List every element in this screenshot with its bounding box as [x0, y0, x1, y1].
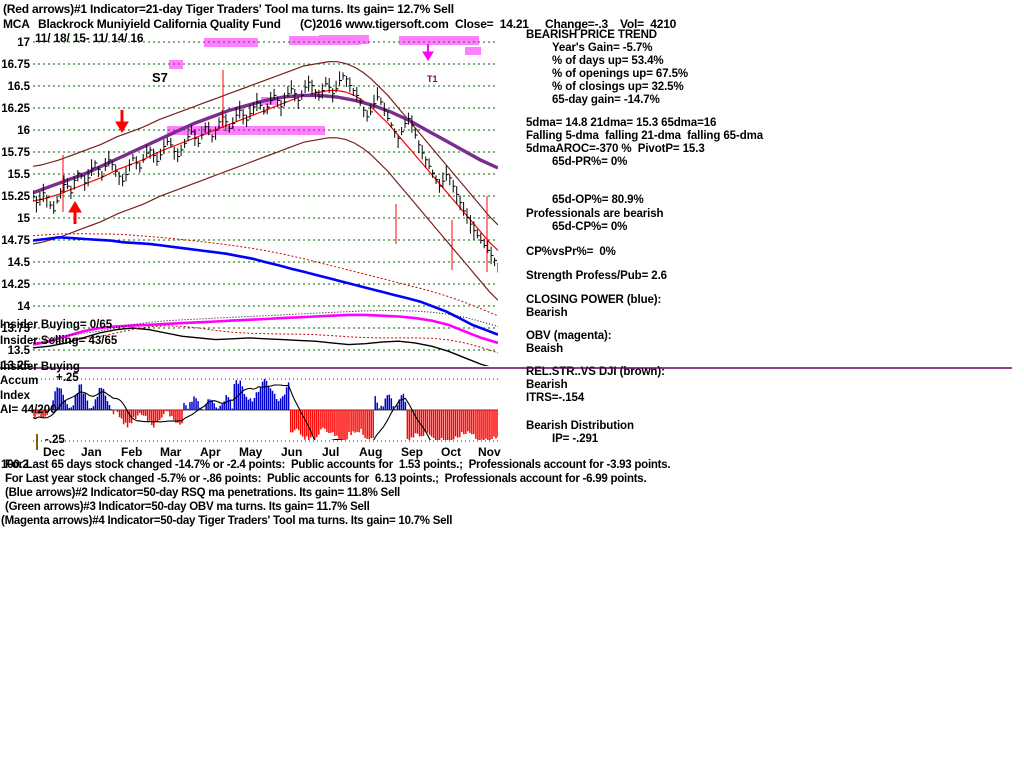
insider-buying-count: Insider Buying= 0/65: [0, 319, 113, 331]
itrs-value: ITRS=-.154: [526, 392, 585, 404]
change-value: Change=-.3: [545, 17, 609, 31]
accum-label-line3: Index: [0, 390, 31, 402]
price-ohlc-bars: [33, 71, 498, 273]
ip-value: IP= -.291: [552, 433, 599, 445]
y-tick: 17: [17, 37, 30, 49]
month-tick: Oct: [441, 445, 462, 459]
month-tick: Apr: [200, 445, 221, 459]
accum-label-line1: Insider Buying: [0, 361, 80, 373]
brown-band-lines: [33, 60, 498, 301]
footer-line-indicator2: (Blue arrows)#2 Indicator=50-day RSQ ma …: [5, 487, 401, 499]
accum-axis-top: +.25: [56, 372, 79, 384]
closing-power-title: CLOSING POWER (blue):: [526, 294, 662, 306]
y-tick: 13.75: [1, 323, 30, 335]
overlap-axis-value: 100.2: [1, 459, 29, 471]
t1-label: T1: [427, 74, 438, 84]
relative-strength-line: [33, 327, 490, 366]
relative-strength-ma: [33, 325, 498, 354]
y-tick: 14: [17, 301, 30, 313]
ma21-red-line: [33, 89, 498, 251]
month-tick: Jun: [281, 445, 303, 459]
insider-selling-count: Insider Selling= 43/65: [0, 335, 118, 347]
y-tick: 16.75: [1, 59, 30, 71]
obv-magenta-line: [33, 313, 498, 346]
accum-index-value: AI= 44/200: [0, 404, 57, 416]
openings-up: % of openings up= 67.5%: [552, 68, 689, 80]
moving-averages: 5dma= 14.8 21dma= 15.3 65dma=16: [526, 117, 717, 129]
trend-title: BEARISH PRICE TREND: [526, 29, 658, 41]
accum-index-bars: [33, 379, 498, 440]
y-tick: 15: [17, 213, 30, 225]
y-tick: 13.25: [1, 360, 30, 372]
distribution-label: Bearish Distribution: [526, 420, 634, 432]
closing-power-value: Bearish: [526, 307, 568, 319]
closing-power-line: [33, 235, 498, 336]
y-tick: 14.5: [7, 257, 30, 269]
footer-line-65days: For Last 65 days stock changed -14.7% or…: [5, 459, 671, 471]
month-tick: May: [239, 445, 263, 459]
footer-line-indicator3: (Green arrows)#3 Indicator=50-day OBV ma…: [5, 501, 370, 513]
obv-ma-line: [33, 310, 498, 341]
ma65-purple-line: [33, 93, 498, 195]
y-tick: 16: [17, 125, 30, 137]
y-tick: 14.25: [1, 279, 30, 291]
company-name: Blackrock Muniyield California Quality F…: [38, 17, 281, 31]
cp-65d: 65d-CP%= 0%: [552, 221, 628, 233]
close-price: Close= 14.21: [455, 17, 529, 31]
red-buy-arrow: [68, 201, 82, 224]
accum-label-line2: Accum: [0, 375, 39, 387]
month-tick: Feb: [121, 445, 143, 459]
aroc-pivot: 5dmaAROC=-370 % PivotP= 15.3: [526, 143, 705, 155]
cp-vs-pr: CP%vsPr%= 0%: [526, 246, 616, 258]
y-tick: 14.75: [1, 235, 30, 247]
y-tick: 15.25: [1, 191, 30, 203]
op-65d: 65d-OP%= 80.9%: [552, 194, 644, 206]
magenta-sell-arrow: [422, 44, 434, 61]
professionals-stance: Professionals are bearish: [526, 208, 664, 220]
volume-value: Vol= 4210: [620, 17, 677, 31]
y-tick: 16.25: [1, 103, 30, 115]
right-info-panel: BEARISH PRICE TREND Year's Gain= -5.7% %…: [522, 29, 1022, 445]
pr-65d: 65d-PR%= 0%: [552, 156, 628, 168]
date-range: 11/ 18/ 15- 11/ 14/ 16: [35, 31, 144, 45]
y-tick: 13.5: [7, 345, 30, 357]
ma-trend: Falling 5-dma falling 21-dma falling 65-…: [526, 130, 764, 142]
red-sell-arrow: [115, 110, 129, 133]
indicator-1-headline: (Red arrows)#1 Indicator=21-day Tiger Tr…: [3, 2, 454, 16]
month-tick: Jul: [322, 445, 340, 459]
month-tick: Nov: [478, 445, 501, 459]
relstr-value: Bearish: [526, 379, 568, 391]
days-up: % of days up= 53.4%: [552, 55, 664, 67]
obv-title: OBV (magenta):: [526, 330, 612, 342]
accum-index-line: [33, 384, 431, 440]
s7-label: S7: [152, 70, 168, 85]
copyright-notice: (C)2016 www.tigersoft.com: [300, 17, 449, 31]
accum-axis-bottom: -.25: [45, 434, 65, 446]
event-marker-lines: [62, 70, 488, 272]
month-tick: Sep: [401, 445, 424, 459]
relstr-title: REL.STR..VS DJI (brown):: [526, 366, 665, 378]
gain-65day: 65-day gain= -14.7%: [552, 94, 660, 106]
y-tick: 15.75: [1, 147, 30, 159]
footer-line-lastyear: For Last year stock changed -5.7% or -.8…: [5, 473, 647, 485]
month-tick: Mar: [160, 445, 182, 459]
footer-line-indicator4: (Magenta arrows)#4 Indicator=50-day Tige…: [1, 515, 453, 527]
obv-value: Beaish: [526, 343, 564, 355]
month-tick: Jan: [81, 445, 102, 459]
price-chart-canvas[interactable]: [0, 0, 1024, 540]
month-tick: Aug: [359, 445, 383, 459]
years-gain: Year's Gain= -5.7%: [552, 42, 653, 54]
magenta-signal-band: [167, 35, 481, 135]
ticker-symbol: MCA: [3, 17, 30, 31]
closing-power-ma: [33, 233, 498, 317]
y-tick: 15.5: [7, 169, 30, 181]
month-tick: Dec: [43, 445, 66, 459]
strength-ratio: Strength Profess/Pub= 2.6: [526, 270, 667, 282]
y-tick: 16.5: [7, 81, 30, 93]
closings-up: % of closings up= 32.5%: [552, 81, 684, 93]
